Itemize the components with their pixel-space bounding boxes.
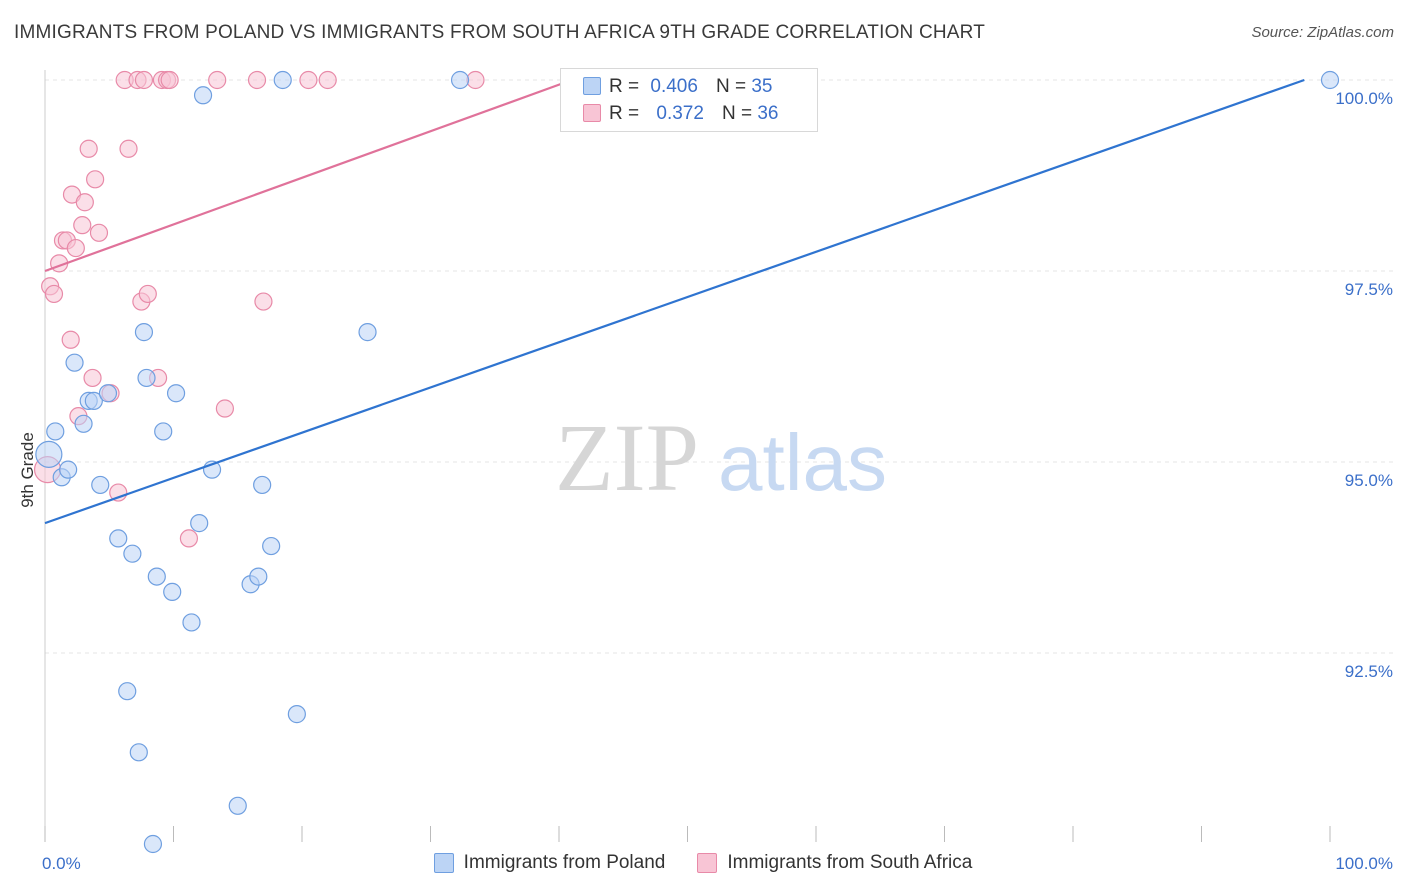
south-africa-point: [179, 529, 199, 548]
poland-point: [59, 460, 78, 479]
south-africa-point: [299, 70, 318, 90]
y-tick-label: 100.0%: [1335, 89, 1393, 108]
poland-point: [249, 567, 268, 586]
poland-point: [74, 414, 93, 433]
x-tick-label: 100.0%: [1335, 854, 1393, 873]
poland-point: [84, 391, 103, 410]
poland-point: [166, 384, 186, 403]
poland-point: [262, 536, 281, 556]
n-value-poland: 35: [751, 76, 773, 97]
n-label: N =: [715, 76, 747, 97]
poland-point: [123, 544, 142, 563]
x-tick-label: 0.0%: [42, 854, 81, 873]
south-africa-swatch: [583, 104, 601, 122]
poland-point: [98, 384, 118, 403]
south-africa-point: [86, 170, 105, 189]
watermark-atlas: atlas: [718, 418, 887, 507]
r-value-poland: 0.406: [650, 76, 698, 97]
poland-trend-line: [44, 78, 1305, 525]
south-africa-point: [138, 284, 157, 304]
south-africa-point: [44, 284, 64, 304]
poland-point: [273, 70, 292, 90]
poland-point: [182, 613, 201, 632]
y-tick-label: 97.5%: [1345, 280, 1393, 299]
poland-point: [287, 705, 306, 724]
legend-label-south-africa: Immigrants from South Africa: [727, 852, 973, 873]
south-africa-point: [79, 139, 98, 158]
poland-point: [134, 323, 154, 342]
poland-point: [358, 323, 377, 342]
y-tick-label: 95.0%: [1345, 471, 1393, 490]
source-label: Source: ZipAtlas.com: [1251, 24, 1394, 41]
poland-point: [193, 86, 213, 105]
legend-item-poland[interactable]: Immigrants from Poland: [433, 852, 666, 874]
south-africa-point: [75, 193, 94, 212]
legend-label-poland: Immigrants from Poland: [463, 852, 666, 873]
r-label: R =: [609, 76, 640, 97]
south-africa-legend-swatch: [697, 853, 718, 873]
y-tick-label: 92.5%: [1345, 662, 1393, 681]
poland-legend-swatch: [433, 853, 454, 873]
n-value-south-africa: 36: [757, 103, 779, 124]
trend-lines: [44, 78, 1305, 525]
south-africa-point: [466, 70, 485, 90]
poland-point: [163, 582, 182, 601]
south-africa-point: [134, 70, 154, 90]
stats-row-south-africa: R = 0.372 N = 36: [583, 103, 779, 125]
poland-point: [91, 475, 110, 495]
stats-legend: R = 0.406 N = 35 R = 0.372 N = 36: [560, 68, 818, 132]
legend-item-south-africa[interactable]: Immigrants from South Africa: [697, 852, 972, 874]
poland-point: [143, 834, 163, 854]
poland-point: [228, 796, 247, 815]
south-africa-point: [254, 292, 273, 311]
south-africa-point: [247, 70, 267, 90]
poland-point: [118, 682, 137, 701]
poland-point: [109, 529, 128, 548]
south-africa-point: [89, 223, 109, 242]
watermark-zip: ZIP: [555, 404, 699, 511]
south-africa-point: [83, 368, 102, 388]
poland-point: [190, 514, 209, 533]
south-africa-point: [61, 330, 80, 349]
stats-row-poland: R = 0.406 N = 35: [583, 76, 773, 98]
tick-labels: 100.0% 97.5% 95.0% 92.5% 0.0% 100.0%: [42, 89, 1393, 873]
south-africa-point: [73, 216, 92, 235]
n-label: N =: [721, 103, 753, 124]
r-value-south-africa: 0.372: [656, 103, 704, 124]
poland-point: [35, 440, 63, 468]
south-africa-point: [66, 238, 85, 258]
poland-point: [46, 422, 65, 441]
south-africa-point: [160, 70, 179, 90]
poland-point: [65, 353, 84, 372]
poland-point: [129, 743, 148, 762]
series-poland: [35, 70, 1340, 854]
poland-point: [137, 368, 156, 388]
poland-point: [450, 70, 470, 90]
poland-point: [1320, 70, 1340, 90]
south-africa-trend-line: [44, 78, 573, 273]
poland-point: [154, 422, 173, 441]
south-africa-point: [318, 70, 337, 90]
r-label: R =: [609, 103, 640, 124]
gridlines: [45, 79, 1395, 654]
series-south-africa: [33, 70, 485, 548]
south-africa-point: [119, 139, 138, 158]
south-africa-point: [215, 399, 234, 418]
series-legend: Immigrants from Poland Immigrants from S…: [0, 852, 1406, 874]
poland-point: [253, 475, 272, 495]
poland-point: [147, 567, 166, 586]
chart-title: IMMIGRANTS FROM POLAND VS IMMIGRANTS FRO…: [14, 22, 986, 43]
south-africa-point: [208, 70, 227, 90]
poland-swatch: [583, 77, 601, 95]
